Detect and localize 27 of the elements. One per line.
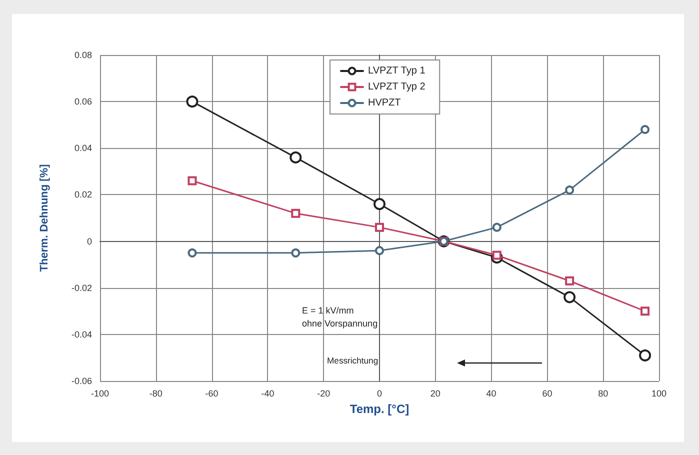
x-tick-label: 100 [651,388,667,398]
y-tick-label: 0.08 [74,50,92,60]
y-tick-label: -0.06 [71,376,92,386]
annotation: ohne Vorspannung [302,318,378,328]
x-tick-label: 20 [430,388,440,398]
y-tick-label: 0.06 [74,96,92,107]
x-tick-label: 80 [598,388,608,398]
x-axis-title: Temp. [°C] [350,402,410,416]
y-tick-label: 0 [86,236,92,246]
annotation: E = 1 kV/mm [302,306,354,316]
x-tick-label: 60 [542,388,552,398]
legend-label: HVPZT [368,98,401,108]
x-tick-label: -20 [317,388,330,398]
x-tick-label: 40 [486,388,496,398]
y-tick-label: -0.02 [71,282,92,293]
legend-label: LVPZT Typ 1 [368,66,426,76]
annotation: Messrichtung [327,356,378,366]
x-tick-label: -40 [261,388,274,398]
x-tick-label: 0 [376,388,382,398]
y-tick-label: 0.04 [74,143,92,154]
y-tick-label: -0.04 [71,329,92,340]
y-tick-label: 0.02 [74,190,92,200]
x-tick-label: -100 [90,388,110,398]
x-tick-label: -80 [149,388,162,398]
x-tick-label: -60 [205,388,218,398]
y-axis-title: Therm. Dehnung [%] [38,164,50,272]
legend-label: LVPZT Typ 2 [368,82,426,92]
